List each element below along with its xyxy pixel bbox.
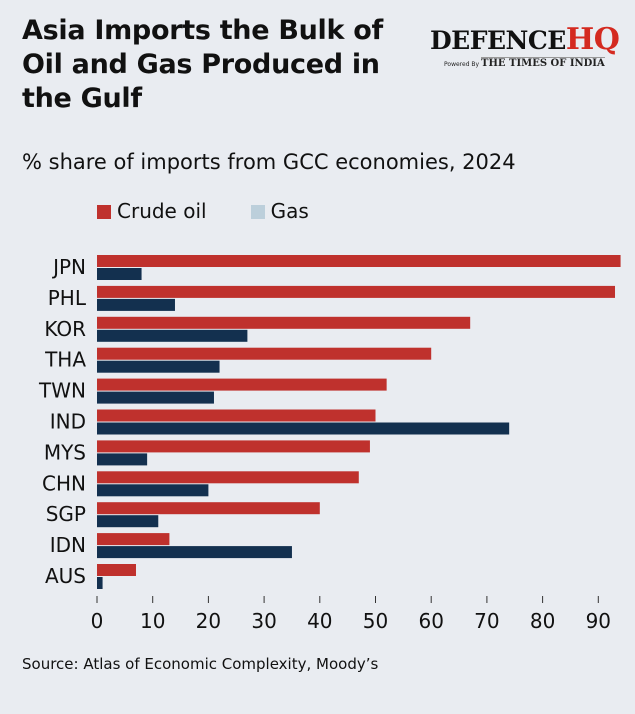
bar-crude-ind	[97, 409, 376, 422]
legend-label-gas: Gas	[270, 199, 309, 223]
logo-accent: HQ	[565, 22, 620, 57]
y-tick-label: CHN	[42, 471, 86, 495]
x-tick-label: 60	[418, 609, 443, 633]
legend-item-gas: Gas	[250, 199, 309, 223]
legend-label-crude: Crude oil	[117, 199, 207, 223]
y-tick-label: AUS	[45, 564, 86, 588]
bar-gas-jpn	[97, 268, 142, 280]
bar-gas-ind	[97, 422, 510, 435]
x-tick-label: 30	[251, 609, 276, 633]
y-tick-label: SGP	[46, 502, 86, 526]
bar-crude-aus	[97, 564, 136, 576]
y-tick-label: IDN	[50, 533, 86, 557]
bar-gas-idn	[97, 546, 292, 559]
y-tick-label: KOR	[44, 317, 86, 341]
logo-powered: Powered By	[444, 61, 480, 68]
y-tick-label: PHL	[48, 286, 87, 310]
bar-gas-aus	[97, 577, 103, 589]
legend: Crude oil Gas	[97, 199, 309, 223]
logo-sub: THE TIMES OF INDIA	[481, 57, 605, 69]
chart-title: Asia Imports the Bulk of Oil and Gas Pro…	[22, 15, 383, 114]
bar-crude-idn	[97, 533, 170, 546]
x-tick-label: 40	[307, 609, 332, 633]
bar-crude-chn	[97, 471, 359, 484]
legend-swatch-gas	[250, 205, 265, 219]
bar-crude-kor	[97, 316, 471, 329]
source-note: Source: Atlas of Economic Complexity, Mo…	[22, 655, 379, 673]
legend-swatch-crude	[97, 205, 111, 219]
bar-crude-jpn	[97, 255, 621, 267]
y-tick-label: JPN	[51, 255, 86, 279]
x-tick-label: 90	[586, 609, 611, 633]
bar-gas-sgp	[97, 515, 159, 528]
bar-crude-mys	[97, 440, 370, 453]
bar-gas-phl	[97, 298, 175, 311]
bar-crude-sgp	[97, 502, 320, 515]
bar-gas-twn	[97, 391, 214, 404]
y-tick-label: IND	[50, 410, 86, 434]
bar-gas-mys	[97, 453, 148, 466]
bar-crude-tha	[97, 347, 432, 360]
legend-item-crude: Crude oil	[97, 199, 207, 223]
bar-gas-chn	[97, 484, 209, 497]
logo-main: DEFENCE	[430, 26, 566, 55]
x-tick-label: 80	[530, 609, 555, 633]
y-tick-label: MYS	[44, 440, 86, 464]
bar-crude-phl	[97, 285, 616, 298]
chart-subtitle: % share of imports from GCC economies, 2…	[22, 150, 516, 174]
x-tick-label: 20	[196, 609, 221, 633]
y-tick-label: TWN	[38, 379, 86, 403]
bar-crude-twn	[97, 378, 387, 391]
defencehq-logo: DEFENCEHQ Powered By THE TIMES OF INDIA	[430, 22, 630, 69]
bar-gas-kor	[97, 329, 248, 342]
x-tick-label: 70	[474, 609, 499, 633]
x-tick-label: 50	[363, 609, 388, 633]
x-tick-label: 10	[140, 609, 165, 633]
bar-gas-tha	[97, 360, 220, 373]
y-tick-label: THA	[44, 348, 86, 372]
x-tick-label: 0	[91, 609, 104, 633]
